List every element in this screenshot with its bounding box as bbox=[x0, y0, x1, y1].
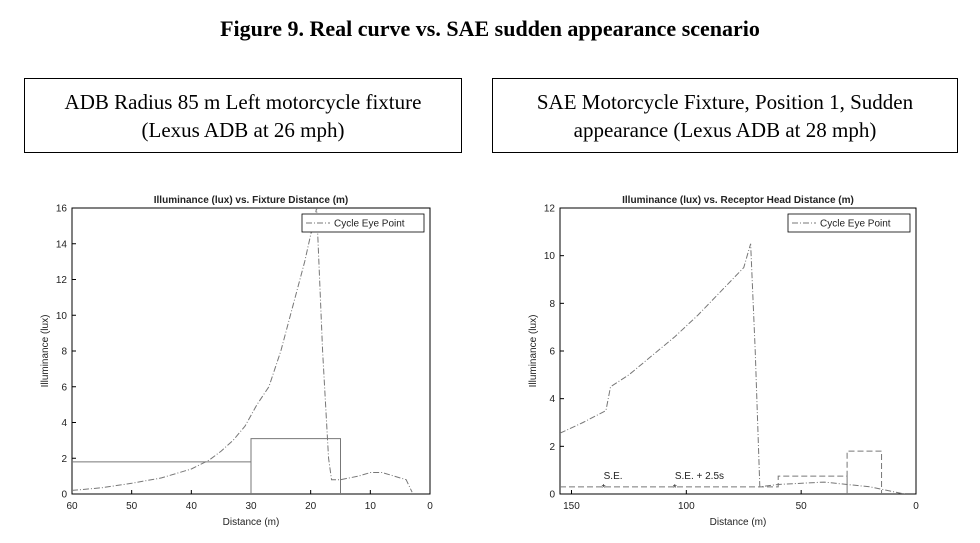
y-tick-label: 4 bbox=[549, 394, 555, 405]
legend-label: Cycle Eye Point bbox=[820, 219, 891, 230]
legend-box bbox=[301, 213, 425, 233]
y-tick-label: 2 bbox=[549, 442, 555, 453]
x-tick-label: 50 bbox=[796, 501, 808, 512]
x-tick-label: 0 bbox=[427, 501, 433, 512]
y-tick-label: 4 bbox=[61, 418, 67, 429]
x-axis-label: Distance (m) bbox=[710, 517, 767, 528]
caption: SAE Motorcycle Fixture, Position 1, Sudd… bbox=[492, 78, 958, 153]
x-tick-label: 20 bbox=[305, 501, 317, 512]
x-tick-label: 50 bbox=[126, 501, 138, 512]
line-series bbox=[72, 208, 413, 493]
x-axis-label: Distance (m) bbox=[223, 517, 280, 528]
annotation: S.E. + 2.5s bbox=[675, 471, 724, 482]
y-axis-label: Illuminance (lux) bbox=[528, 315, 539, 388]
y-tick-label: 6 bbox=[549, 347, 555, 358]
line-series bbox=[560, 243, 905, 494]
x-tick-label: 150 bbox=[563, 501, 580, 512]
x-tick-label: 30 bbox=[245, 501, 257, 512]
x-tick-label: 0 bbox=[913, 501, 919, 512]
y-tick-label: 10 bbox=[56, 311, 68, 322]
y-tick-label: 8 bbox=[549, 299, 555, 310]
line-series bbox=[560, 450, 883, 494]
y-tick-label: 14 bbox=[56, 239, 68, 250]
figure-title: Figure 9. Real curve vs. SAE sudden appe… bbox=[220, 16, 760, 41]
chart-title: Illuminance (lux) vs. Fixture Distance (… bbox=[154, 195, 349, 206]
legend-label: Cycle Eye Point bbox=[334, 219, 405, 230]
legend-box bbox=[787, 213, 911, 233]
x-tick-label: 10 bbox=[365, 501, 377, 512]
chart-title: Illuminance (lux) vs. Receptor Head Dist… bbox=[622, 195, 854, 206]
y-tick-label: 0 bbox=[549, 490, 555, 501]
y-tick-label: 6 bbox=[61, 382, 67, 393]
x-tick-label: 100 bbox=[678, 501, 695, 512]
annotation-marker: * bbox=[673, 483, 677, 494]
y-tick-label: 12 bbox=[544, 204, 556, 215]
x-tick-label: 60 bbox=[66, 501, 78, 512]
annotation-marker: * bbox=[602, 483, 606, 494]
line-series bbox=[72, 438, 341, 494]
y-axis-label: Illuminance (lux) bbox=[40, 315, 51, 388]
x-tick-label: 40 bbox=[186, 501, 198, 512]
annotation: S.E. bbox=[604, 471, 623, 482]
y-tick-label: 10 bbox=[544, 251, 556, 262]
y-tick-label: 2 bbox=[61, 454, 67, 465]
y-tick-label: 12 bbox=[56, 275, 68, 286]
y-tick-label: 0 bbox=[61, 490, 67, 501]
y-tick-label: 8 bbox=[61, 347, 67, 358]
caption: ADB Radius 85 m Left motorcycle fixture … bbox=[24, 78, 462, 153]
y-tick-label: 16 bbox=[56, 204, 68, 215]
